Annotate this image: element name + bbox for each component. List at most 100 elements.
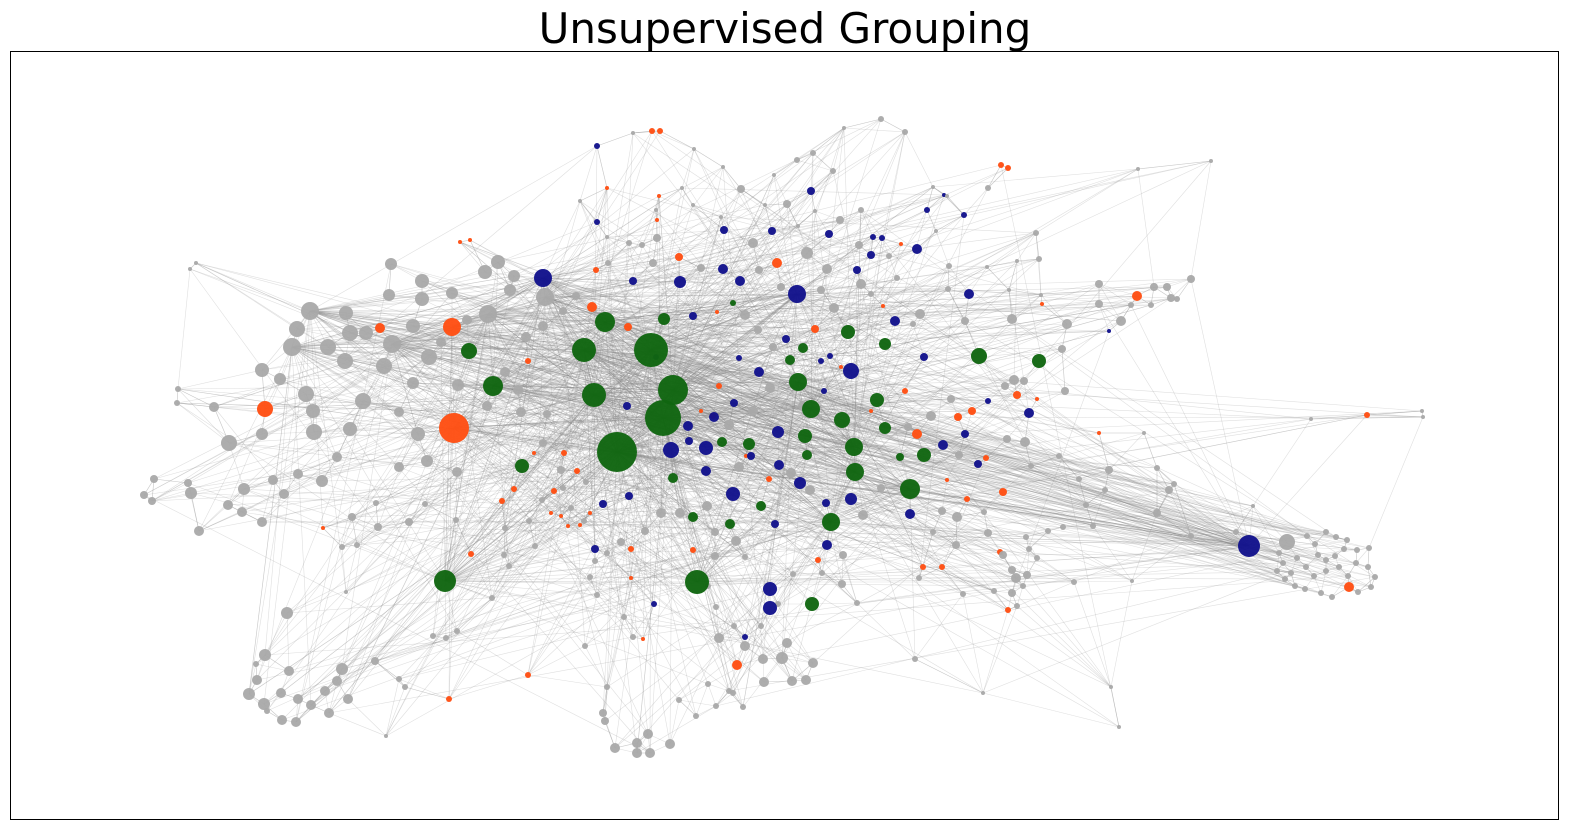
graph-edge <box>451 292 856 473</box>
graph-edge <box>459 241 606 323</box>
graph-node-default <box>355 393 371 409</box>
graph-edge <box>527 389 674 676</box>
graph-node-default <box>289 321 305 337</box>
graph-edge <box>662 417 738 666</box>
graph-edge <box>758 293 798 373</box>
graph-edge <box>584 645 608 688</box>
graph-edge <box>872 236 890 257</box>
graph-edge <box>313 431 618 453</box>
graph-edge <box>444 482 801 582</box>
graph-edge <box>926 194 945 211</box>
graph-node-default <box>1061 387 1069 395</box>
graph-edge <box>579 200 652 351</box>
graph-edge <box>272 186 934 481</box>
graph-edge <box>143 277 544 496</box>
graph-edge <box>918 566 943 579</box>
graph-edge <box>328 712 387 737</box>
graph-edge <box>385 678 400 737</box>
graph-edge <box>1143 432 1158 469</box>
graph-edge <box>810 408 1278 572</box>
graph-edge <box>1062 525 1094 528</box>
graph-edge <box>616 347 804 453</box>
graph-node-default <box>281 607 293 619</box>
graph-edge <box>456 451 618 473</box>
graph-edge <box>398 581 698 680</box>
graph-edge <box>607 242 630 264</box>
graph-edge <box>291 346 543 501</box>
graph-edge <box>958 160 1212 456</box>
graph-edge <box>544 296 1013 320</box>
graph-edge <box>195 262 618 453</box>
graph-edge <box>1000 164 1120 728</box>
graph-edge <box>453 427 698 583</box>
graph-node-default <box>1003 435 1011 443</box>
graph-edge <box>740 188 766 206</box>
graph-edge <box>542 277 634 282</box>
graph-node-default <box>754 326 762 334</box>
graph-node-default <box>1274 568 1280 574</box>
graph-edge <box>520 349 652 413</box>
graph-edge <box>1110 580 1133 688</box>
graph-node-default <box>559 307 567 315</box>
graph-edge <box>593 394 878 401</box>
graph-edge <box>856 549 1358 604</box>
graph-edge <box>722 166 742 190</box>
graph-edge <box>391 343 632 579</box>
graph-edge <box>351 516 358 546</box>
graph-edge <box>843 118 882 129</box>
graph-edge <box>796 293 856 473</box>
graph-edge <box>604 321 618 453</box>
graph-edge <box>542 127 845 327</box>
graph-edge <box>1276 552 1280 572</box>
graph-edge <box>487 313 697 717</box>
graph-node-orange <box>772 258 782 268</box>
graph-node-orange <box>766 476 772 482</box>
graph-edge <box>492 385 730 426</box>
graph-node-default <box>293 469 303 479</box>
graph-node-default <box>1188 533 1194 539</box>
graph-edge <box>594 541 622 550</box>
graph-edge <box>486 349 585 407</box>
graph-edge <box>853 446 1250 547</box>
graph-edge <box>432 258 1040 637</box>
graph-edge <box>444 385 494 582</box>
graph-edge <box>391 277 544 345</box>
graph-edge <box>309 271 486 312</box>
graph-edge <box>604 321 735 627</box>
graph-node-default <box>829 303 839 313</box>
graph-edge <box>672 269 760 391</box>
graph-node-green <box>756 501 766 511</box>
graph-node-green <box>725 519 735 529</box>
graph-node-orange <box>1097 431 1101 435</box>
graph-edge <box>963 187 989 216</box>
graph-edge <box>616 451 911 490</box>
graph-node-orange <box>257 401 273 417</box>
graph-node-default <box>1323 529 1329 535</box>
graph-edge <box>542 277 884 307</box>
graph-edge <box>596 221 608 238</box>
graph-edge <box>796 293 924 568</box>
graph-edge <box>468 293 798 352</box>
graph-edge <box>946 479 968 500</box>
graph-edge <box>662 277 898 419</box>
graph-edge <box>453 389 674 429</box>
graph-edge <box>602 495 630 505</box>
graph-edge <box>1007 505 1254 611</box>
graph-edge <box>672 127 845 391</box>
graph-edge <box>444 233 830 582</box>
graph-node-navy <box>701 466 711 476</box>
graph-edge <box>662 417 957 546</box>
graph-edge <box>377 526 1250 547</box>
graph-edge <box>721 381 799 443</box>
graph-node-navy <box>594 219 600 225</box>
graph-edge <box>797 381 984 694</box>
graph-node-default <box>758 623 764 629</box>
graph-node-navy <box>720 226 728 234</box>
graph-node-default <box>1008 566 1016 574</box>
graph-edge <box>602 166 724 714</box>
graph-edge <box>1235 505 1254 533</box>
graph-edge <box>606 236 630 244</box>
graph-edge <box>628 495 646 532</box>
graph-edge <box>213 406 274 481</box>
graph-edge <box>391 293 798 345</box>
